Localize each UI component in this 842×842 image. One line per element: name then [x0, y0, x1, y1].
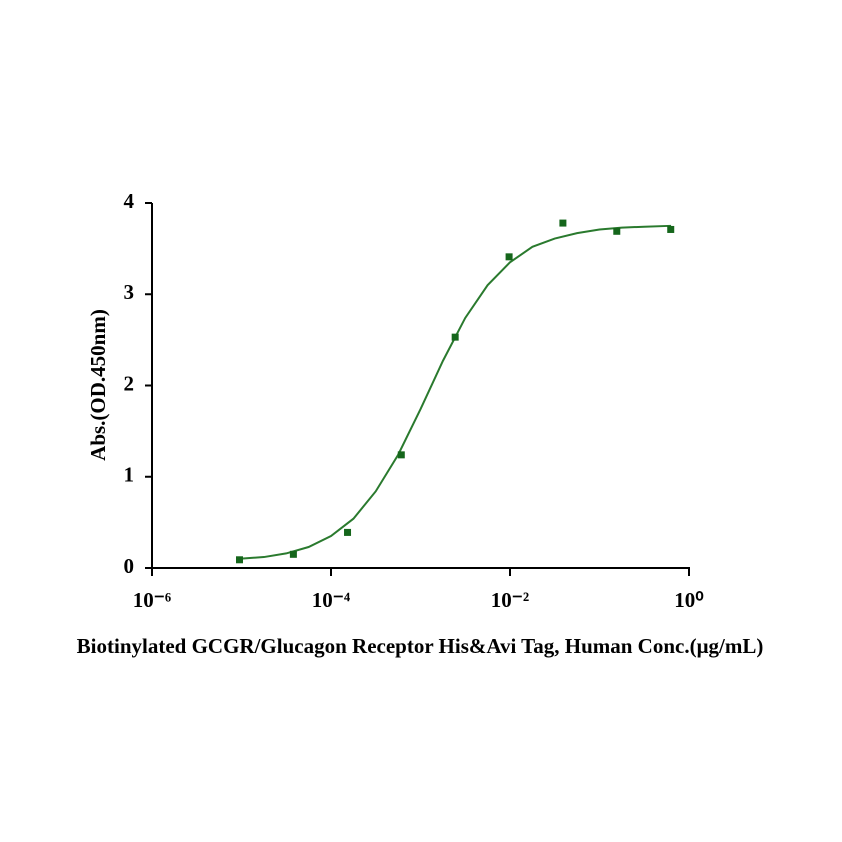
fit-curve	[237, 224, 672, 560]
x-tick-label: 10⁰	[674, 588, 704, 612]
y-tick-label: 3	[124, 280, 135, 304]
y-tick-label: 2	[124, 371, 135, 395]
data-point	[397, 451, 405, 459]
data-point	[451, 333, 459, 341]
data-point	[289, 550, 297, 558]
data-point	[613, 227, 621, 235]
data-point	[505, 253, 513, 261]
x-axis-label: Biotinylated GCGR/Glucagon Receptor His&…	[77, 634, 764, 658]
x-tick-label: 10⁻⁶	[133, 588, 171, 612]
y-tick-label: 1	[124, 463, 135, 487]
x-tick-label: 10⁻²	[491, 588, 529, 612]
data-point	[236, 556, 244, 564]
x-tick-label: 10⁻⁴	[312, 588, 351, 612]
y-tick-label: 0	[124, 554, 135, 578]
y-tick-label: 4	[124, 189, 135, 213]
data-point	[559, 219, 567, 227]
data-point	[344, 528, 352, 536]
y-axis-label: Abs.(OD.450nm)	[86, 309, 110, 461]
data-point	[667, 225, 675, 233]
